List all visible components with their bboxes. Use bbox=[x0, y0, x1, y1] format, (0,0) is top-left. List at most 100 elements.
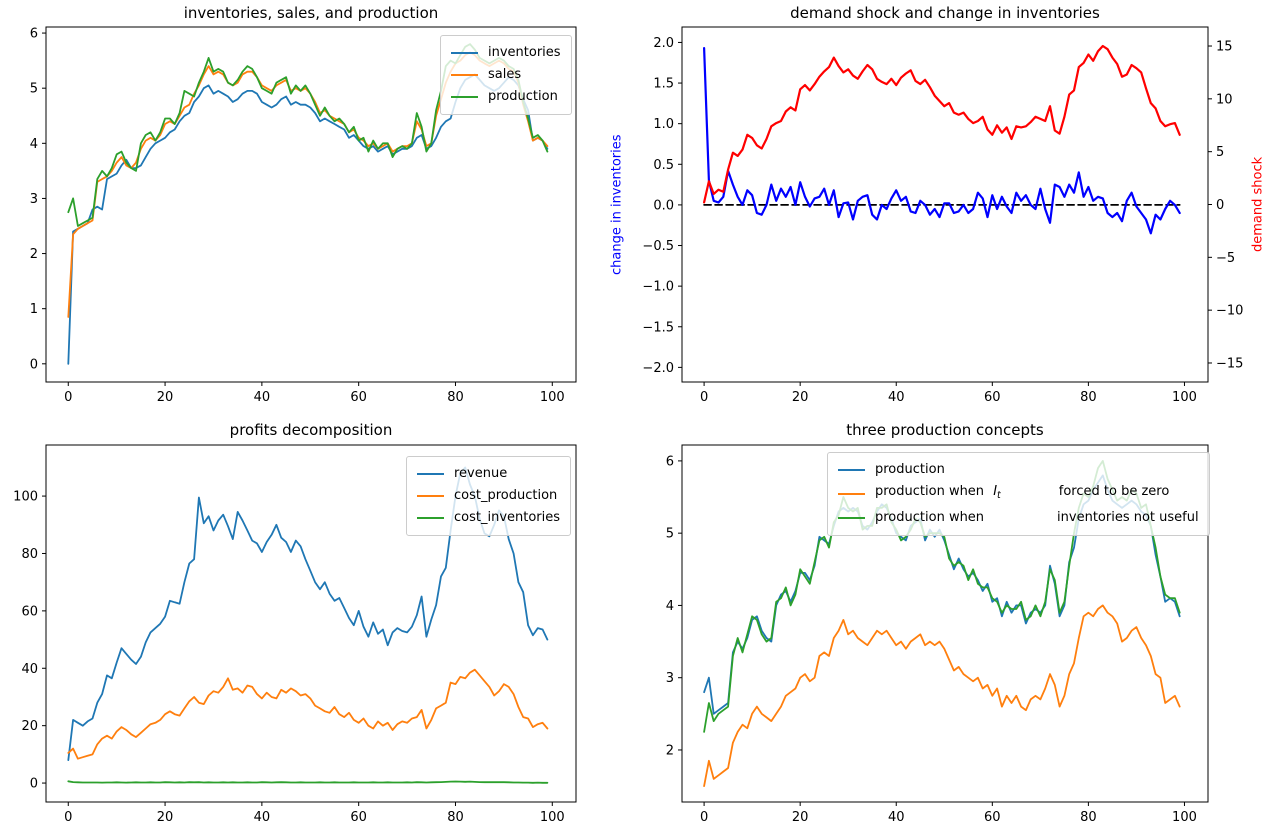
y2-tick-label: 10 bbox=[1216, 92, 1233, 107]
x-tick-label: 80 bbox=[1080, 390, 1097, 405]
legend-line-sample bbox=[451, 51, 478, 55]
axes-frame bbox=[681, 444, 1209, 803]
chart-title-profits-decomposition: profits decomposition bbox=[229, 421, 393, 439]
x-tick-label: 40 bbox=[254, 390, 271, 405]
y-tick-label: 1.0 bbox=[653, 117, 674, 132]
legend-entry: production bbox=[838, 459, 1199, 481]
x-tick-label: 20 bbox=[792, 390, 809, 405]
legend-label: production when It forced to be zero bbox=[875, 481, 1169, 507]
legend-label: sales bbox=[488, 64, 521, 86]
legend-line-sample bbox=[838, 492, 865, 496]
x-tick-label: 80 bbox=[447, 390, 464, 405]
x-tick-label: 60 bbox=[984, 390, 1001, 405]
series-production-when-i-t-forced-to-be-zero bbox=[703, 604, 1181, 787]
y-axis-label-change-in-inventories: change in inventories bbox=[609, 134, 625, 275]
chart-title-demand-shock: demand shock and change in inventories bbox=[790, 4, 1100, 22]
x-tick-label: 0 bbox=[700, 390, 708, 405]
legend-entry: production when It forced to be zero bbox=[838, 481, 1199, 507]
legend-label-part: cost_production bbox=[454, 488, 558, 503]
y-tick-label: 100 bbox=[13, 490, 38, 505]
legend-label-part: production bbox=[488, 89, 558, 104]
y-tick-label: −1.5 bbox=[642, 320, 674, 335]
legend-label-part: sales bbox=[488, 67, 522, 82]
series-cost-production bbox=[67, 668, 549, 760]
legend-label: cost_inventories bbox=[454, 507, 560, 529]
x-tick-label: 40 bbox=[888, 390, 905, 405]
y-tick-label: 2 bbox=[666, 743, 674, 758]
x-tick-label: 20 bbox=[792, 810, 809, 825]
series-inventories bbox=[67, 73, 549, 365]
x-tick-label: 0 bbox=[700, 810, 708, 825]
series-change-in-inventories bbox=[702, 46, 1181, 235]
x-tick-label: 100 bbox=[1172, 390, 1197, 405]
y-tick-label: 1.5 bbox=[653, 77, 674, 92]
x-tick-label: 100 bbox=[540, 810, 565, 825]
y-tick-label: 4 bbox=[666, 599, 674, 614]
y-tick-label: 1 bbox=[30, 302, 38, 317]
y2-tick-label: 15 bbox=[1216, 40, 1233, 55]
legend-line-sample bbox=[838, 468, 865, 472]
legend-label-part: inventories bbox=[488, 45, 561, 60]
legend-label-part: t bbox=[997, 490, 1001, 501]
legend-entry: cost_production bbox=[417, 485, 560, 507]
legend-label-part: production bbox=[875, 462, 945, 477]
y-tick-label: 0 bbox=[30, 357, 38, 372]
legend-label-part: production when bbox=[875, 510, 985, 525]
chart-title-inventories-sales-production: inventories, sales, and production bbox=[183, 4, 439, 22]
legend-line-sample bbox=[838, 516, 865, 520]
y2-axis-label-demand-shock: demand shock bbox=[1250, 156, 1266, 253]
legend-label-part: forced to be zero bbox=[1058, 484, 1170, 499]
x-tick-label: 20 bbox=[157, 810, 174, 825]
x-tick-label: 100 bbox=[540, 390, 565, 405]
legend-line-sample bbox=[417, 516, 444, 520]
y-tick-label: 5 bbox=[666, 527, 674, 542]
y-tick-label: 3 bbox=[30, 192, 38, 207]
y-tick-label: 40 bbox=[21, 662, 38, 677]
legend-entry: sales bbox=[451, 64, 561, 86]
legend-line-sample bbox=[417, 472, 444, 476]
x-tick-label: 80 bbox=[447, 810, 464, 825]
y-tick-label: 0 bbox=[30, 777, 38, 792]
x-tick-label: 0 bbox=[64, 810, 72, 825]
y2-tick-label: −10 bbox=[1216, 304, 1243, 319]
axes-frame bbox=[45, 26, 577, 383]
legend-line-sample bbox=[417, 494, 444, 498]
x-tick-label: 0 bbox=[64, 390, 72, 405]
y2-tick-label: −15 bbox=[1216, 356, 1243, 371]
y-tick-label: 80 bbox=[21, 547, 38, 562]
y-tick-label: 2.0 bbox=[653, 36, 674, 51]
y-tick-label: 6 bbox=[30, 27, 38, 42]
y2-tick-label: −5 bbox=[1216, 251, 1235, 266]
legend-entry: production bbox=[451, 86, 561, 108]
y-tick-label: 20 bbox=[21, 719, 38, 734]
y2-tick-label: 0 bbox=[1216, 198, 1224, 213]
x-tick-label: 100 bbox=[1172, 810, 1197, 825]
y-tick-label: 6 bbox=[666, 454, 674, 469]
y-tick-label: −1.0 bbox=[642, 280, 674, 295]
y-tick-label: 60 bbox=[21, 604, 38, 619]
legend-label-part: production when bbox=[875, 484, 989, 499]
legend-entry: inventories bbox=[451, 42, 561, 64]
y-tick-label: 4 bbox=[30, 137, 38, 152]
x-tick-label: 60 bbox=[350, 390, 367, 405]
y-tick-label: 0.0 bbox=[653, 198, 674, 213]
x-tick-label: 20 bbox=[157, 390, 174, 405]
legend-entry: revenue bbox=[417, 463, 560, 485]
legend-three-production-concepts: production production when It forced to be… bbox=[827, 452, 1210, 536]
chart-title-three-production-concepts: three production concepts bbox=[846, 421, 1044, 439]
x-tick-label: 60 bbox=[984, 810, 1001, 825]
y-tick-label: −2.0 bbox=[642, 361, 674, 376]
legend-label-part: I bbox=[993, 484, 998, 499]
legend-label: production bbox=[488, 86, 558, 108]
y-tick-label: 5 bbox=[30, 82, 38, 97]
series-demand-shock bbox=[702, 44, 1181, 204]
legend-label: production when inventories not useful bbox=[875, 507, 1199, 529]
legend-label: production bbox=[875, 459, 945, 481]
x-tick-label: 80 bbox=[1080, 810, 1097, 825]
axes-frame bbox=[45, 444, 577, 803]
y2-tick-label: 5 bbox=[1216, 145, 1224, 160]
legend-profits-decomposition: revenue cost_production cost_inventories bbox=[406, 456, 572, 536]
x-tick-label: 60 bbox=[350, 810, 367, 825]
